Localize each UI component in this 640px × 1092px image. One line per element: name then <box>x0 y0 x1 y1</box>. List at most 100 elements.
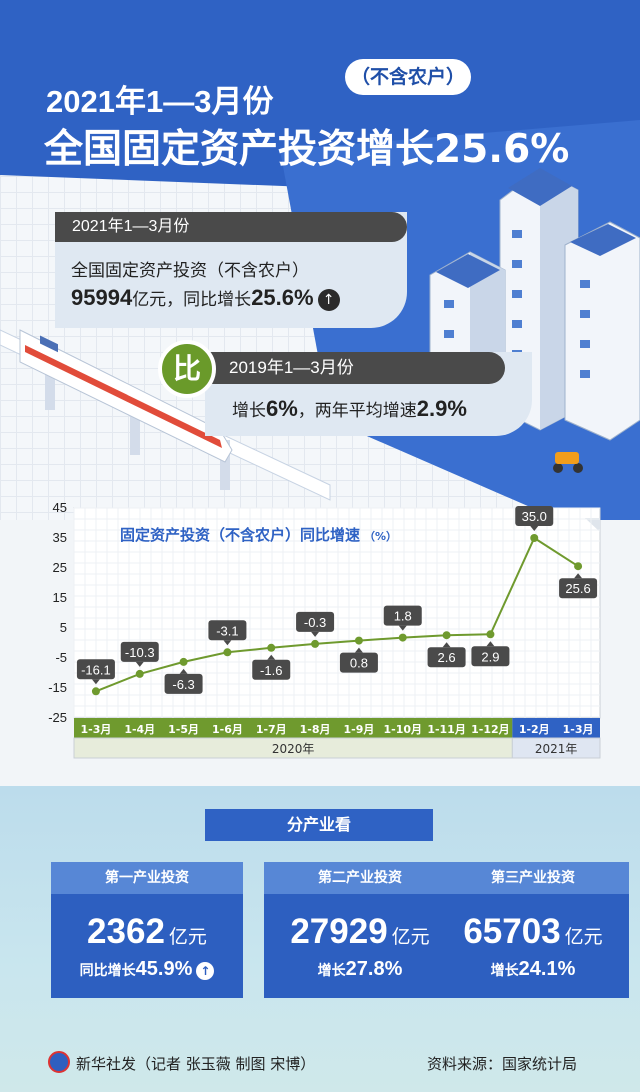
chart-points <box>91 534 583 696</box>
data-point <box>486 630 495 639</box>
value-label-box <box>559 578 598 599</box>
value-label-text: -16.1 <box>81 662 111 677</box>
industry-card-head: 第二产业投资 <box>264 862 456 894</box>
value-label-text: -10.3 <box>125 645 155 660</box>
summary-amount: 95994 <box>71 285 133 310</box>
compare-badge: 比 <box>158 340 216 398</box>
industry-card-value: 27929 亿元 <box>264 912 456 952</box>
industry-card-tertiary: 第三产业投资 65703 亿元 增长24.1% <box>437 862 629 998</box>
data-point <box>311 639 320 648</box>
industry-growth-value: 45.9% <box>135 958 193 980</box>
value-label-text: -3.1 <box>216 623 238 638</box>
x-tick-label: 1-8月 <box>300 723 331 736</box>
value-label-pointer <box>267 654 276 660</box>
industry-card-value: 65703 亿元 <box>437 912 629 952</box>
industry-value-unit: 亿元 <box>391 926 430 948</box>
data-point <box>442 631 451 640</box>
value-label: 0.8 <box>339 647 378 673</box>
value-label-pointer <box>486 641 495 647</box>
compare-growth: 6% <box>266 396 298 421</box>
value-label: 35.0 <box>515 506 554 531</box>
y-tick-label: -5 <box>55 650 67 665</box>
growth-line-chart: 45 35 25 15 5 -5 -15 -25 固定资产投资（不含农户）同比增速 （%） -1… <box>48 500 601 759</box>
x-tick-label: 1-3月 <box>563 723 594 736</box>
value-label-text: 1.8 <box>394 609 412 624</box>
footer-credit: 新华社发（记者 张玉薇 制图 宋博） <box>76 1055 316 1073</box>
value-label: -10.3 <box>120 641 159 667</box>
value-label: -16.1 <box>76 659 115 685</box>
industry-growth-label: 同比增长 <box>79 963 136 979</box>
value-label: -0.3 <box>296 611 335 637</box>
value-label-text: 2.9 <box>481 649 499 664</box>
chart-title: 固定资产投资（不含农户）同比增速 （%） <box>120 526 397 544</box>
data-point <box>398 633 407 642</box>
value-label-box <box>427 647 466 668</box>
value-label-text: 0.8 <box>350 656 368 671</box>
value-label-box <box>515 506 554 526</box>
x-group-band-2021 <box>511 737 601 759</box>
value-label-pointer <box>223 640 232 646</box>
industry-card-head: 第一产业投资 <box>51 862 243 894</box>
value-label-pointer <box>311 631 320 637</box>
footer-source: 资料来源：国家统计局 <box>427 1055 578 1073</box>
compare-middle: ，两年平均增速 <box>297 401 417 421</box>
compare-card-head: 2019年1—3月份 <box>205 352 505 384</box>
industry-card-primary: 第一产业投资 2362 亿元 同比增长45.9% ↑ <box>51 862 243 998</box>
x-tick-label: 1-12月 <box>471 723 510 736</box>
x-tick-label: 1-5月 <box>168 723 199 736</box>
value-label-box <box>76 659 115 680</box>
industry-card-secondary: 第二产业投资 27929 亿元 增长27.8% <box>264 862 456 998</box>
value-label-box <box>296 611 335 632</box>
page-title: 全国固定资产投资增长25.6% <box>44 127 570 172</box>
value-label-pointer <box>91 679 100 685</box>
data-point <box>354 636 363 645</box>
summary-growth: 25.6% <box>251 285 314 310</box>
value-label-pointer <box>442 642 451 648</box>
x-tick-label: 1-11月 <box>427 723 466 736</box>
value-label: 1.8 <box>383 605 422 631</box>
industry-value-number: 2362 <box>87 912 165 951</box>
value-label-pointer <box>135 661 144 667</box>
value-label-box <box>383 605 422 626</box>
chart-grid <box>73 507 600 718</box>
value-label-text: 35.0 <box>522 509 547 524</box>
chart-title-unit: （%） <box>364 530 397 543</box>
x-tick-label: 1-3月 <box>80 723 111 736</box>
summary-card-head: 2021年1—3月份 <box>55 212 407 242</box>
summary-line2: 95994亿元，同比增长25.6% ↑ <box>71 285 340 311</box>
industry-growth-value: 27.8% <box>345 958 403 980</box>
industry-card-head: 第三产业投资 <box>437 862 629 894</box>
data-point <box>574 562 583 571</box>
x-group-label: 2021年 <box>535 742 578 756</box>
value-label-pointer <box>530 526 539 531</box>
title-tag: （不含农户） <box>345 59 471 95</box>
value-label-pointer <box>398 625 407 631</box>
value-label: 2.9 <box>471 641 510 667</box>
x-tick-label: 1-2月 <box>519 723 550 736</box>
up-arrow-icon: ↑ <box>196 962 215 980</box>
industry-growth-value: 24.1% <box>518 958 576 980</box>
x-tick-label: 1-10月 <box>383 723 422 736</box>
value-label-box <box>471 646 510 667</box>
value-label: -6.3 <box>164 668 203 694</box>
industry-growth-label: 增长 <box>490 963 519 979</box>
up-arrow-icon: ↑ <box>317 289 340 311</box>
industry-card-growth: 增长27.8% <box>264 958 456 981</box>
value-label-text: 25.6 <box>565 581 590 596</box>
value-label-pointer <box>574 573 583 579</box>
y-tick-label: -15 <box>48 680 67 695</box>
y-tick-label: 25 <box>53 560 67 575</box>
industry-card-value: 2362 亿元 <box>51 912 243 952</box>
value-label-pointer <box>354 647 363 653</box>
industry-value-unit: 亿元 <box>168 926 207 948</box>
value-label: -3.1 <box>208 620 247 646</box>
value-label-text: -0.3 <box>304 615 326 630</box>
y-tick-label: 45 <box>53 500 67 515</box>
x-tick-label: 1-6月 <box>212 723 243 736</box>
compare-prefix: 增长 <box>232 401 266 421</box>
xinhua-logo-icon <box>48 1051 70 1073</box>
industry-title: 分产业看 <box>205 809 433 841</box>
value-label: -1.6 <box>252 654 291 680</box>
data-point <box>135 669 144 678</box>
